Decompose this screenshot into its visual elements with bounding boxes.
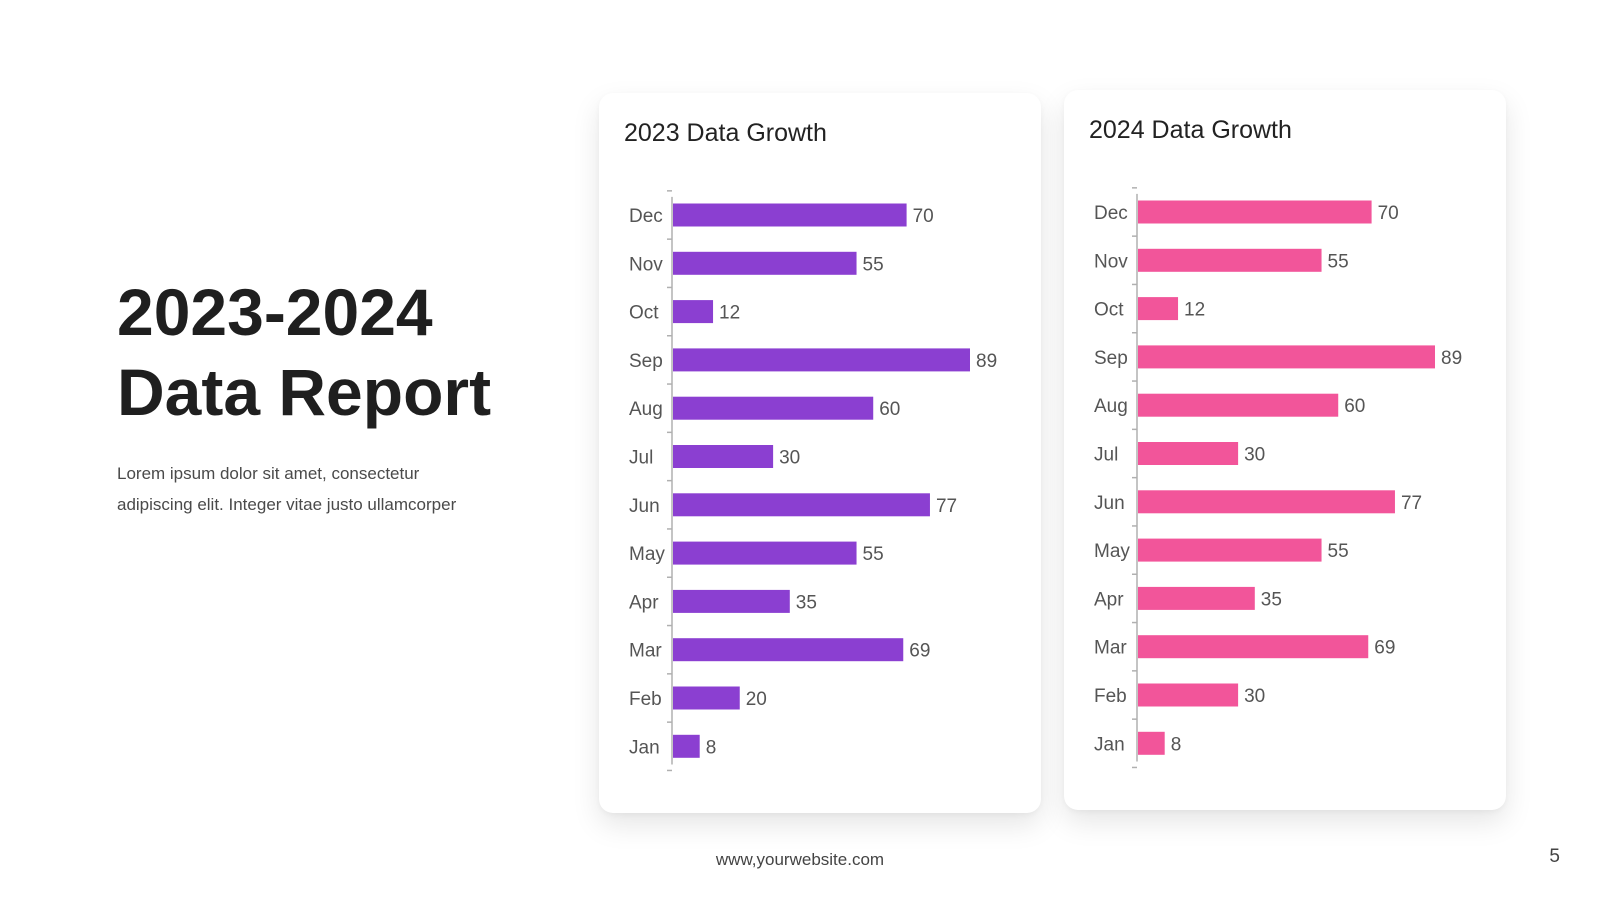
bar	[673, 686, 740, 710]
bar	[1138, 393, 1339, 417]
bar	[673, 589, 790, 613]
data-label: 12	[719, 303, 740, 324]
bar	[1138, 200, 1372, 224]
category-label: Sep	[1094, 348, 1128, 369]
slide-description-line-1: Lorem ipsum dolor sit amet, consectetur	[117, 464, 420, 483]
bar	[1138, 635, 1369, 659]
category-label: Apr	[629, 592, 659, 613]
category-label: Sep	[629, 351, 663, 372]
bar	[673, 396, 874, 420]
data-label: 55	[1328, 541, 1349, 562]
category-label: Feb	[629, 689, 662, 710]
bar-chart-2023: Dec 70 Nov 55 Oct 12 Sep 89 Aug 60 Jul 30 Jun 77 May 55…	[629, 190, 997, 772]
category-label: Nov	[629, 254, 663, 275]
data-label: 12	[1184, 300, 1205, 321]
category-label: Jul	[629, 448, 653, 469]
data-label: 35	[1261, 589, 1282, 610]
data-label: 35	[796, 592, 817, 613]
category-label: Aug	[1094, 396, 1128, 417]
bar	[673, 203, 907, 227]
slide-title-line-2: Data Report	[117, 355, 492, 429]
category-label: Mar	[1094, 638, 1127, 659]
category-label: May	[629, 544, 665, 565]
data-label: 77	[936, 496, 957, 517]
page-number: 5	[1549, 846, 1560, 867]
bar	[1138, 442, 1239, 465]
chart-title: 2023 Data Growth	[624, 119, 827, 147]
bar	[673, 493, 930, 517]
bar-chart-2024: Dec 70 Nov 55 Oct 12 Sep 89 Aug 60 Jul 30 Jun 77 May 55…	[1094, 187, 1462, 769]
chart-card-2023: 2023 Data Growth Dec 70 Nov 55 Oct 12 Sep 89 Aug…	[599, 93, 1041, 813]
bar	[1138, 538, 1322, 562]
bar	[673, 638, 904, 662]
bar	[1138, 248, 1322, 272]
bar	[1138, 731, 1165, 755]
bar	[1138, 586, 1255, 610]
bar	[673, 300, 714, 324]
chart-title: 2024 Data Growth	[1089, 116, 1292, 144]
data-label: 89	[1441, 348, 1462, 369]
data-label: 20	[746, 689, 767, 710]
category-label: Jul	[1094, 445, 1118, 466]
data-label: 77	[1401, 493, 1422, 514]
data-label: 55	[863, 254, 884, 275]
category-label: Oct	[1094, 300, 1124, 321]
data-label: 30	[1244, 445, 1265, 466]
category-label: Apr	[1094, 589, 1124, 610]
bar	[1138, 490, 1395, 514]
category-label: May	[1094, 541, 1130, 562]
category-label: Jun	[1094, 493, 1125, 514]
bar	[1138, 683, 1239, 707]
category-label: Nov	[1094, 251, 1128, 272]
data-label: 70	[913, 206, 934, 227]
slide-title: 2023-2024 Data Report	[117, 272, 557, 432]
data-label: 60	[1344, 396, 1365, 417]
category-label: Oct	[629, 303, 659, 324]
bar	[673, 251, 857, 275]
bar	[673, 734, 700, 758]
data-label: 8	[706, 737, 717, 758]
category-label: Dec	[1094, 203, 1128, 224]
slide-title-line-1: 2023-2024	[117, 275, 433, 349]
data-label: 69	[909, 641, 930, 662]
bar	[673, 348, 970, 372]
bar	[673, 541, 857, 565]
slide-description-line-2: adipiscing elit. Integer vitae justo ull…	[117, 495, 457, 514]
category-label: Dec	[629, 206, 663, 227]
category-label: Jun	[629, 496, 660, 517]
data-label: 69	[1374, 638, 1395, 659]
data-label: 8	[1171, 734, 1182, 755]
slide-description: Lorem ipsum dolor sit amet, consectetur …	[117, 458, 557, 520]
chart-card-2024: 2024 Data Growth Dec 70 Nov 55 Oct 12 Sep 89 Aug…	[1064, 90, 1506, 810]
data-label: 30	[779, 448, 800, 469]
category-label: Mar	[629, 641, 662, 662]
bar	[673, 445, 774, 468]
data-label: 89	[976, 351, 997, 372]
data-label: 55	[863, 544, 884, 565]
footer-website: www,yourwebsite.com	[715, 850, 885, 869]
data-label: 70	[1378, 203, 1399, 224]
data-label: 55	[1328, 251, 1349, 272]
category-label: Feb	[1094, 686, 1127, 707]
data-label: 30	[1244, 686, 1265, 707]
bar	[1138, 297, 1179, 321]
bar	[1138, 345, 1435, 369]
category-label: Aug	[629, 399, 663, 420]
data-label: 60	[879, 399, 900, 420]
category-label: Jan	[629, 737, 660, 758]
category-label: Jan	[1094, 734, 1125, 755]
